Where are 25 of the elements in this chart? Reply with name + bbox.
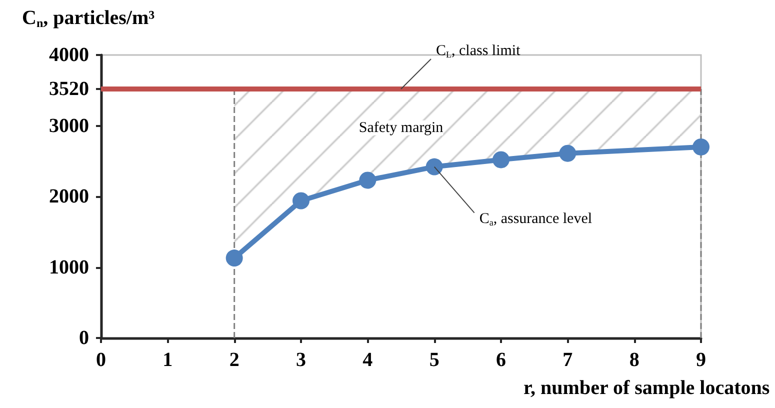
x-tick-label: 5 bbox=[429, 349, 440, 371]
x-tick-label: 3 bbox=[296, 349, 306, 371]
y-tick-label: 3000 bbox=[49, 114, 89, 137]
y-tick-label: 0 bbox=[79, 327, 89, 349]
point bbox=[492, 151, 510, 168]
x-tick-label: 6 bbox=[496, 349, 506, 371]
x-tick-label: 0 bbox=[96, 349, 106, 371]
y-tick-label: 1000 bbox=[49, 256, 89, 278]
annotation: Safety margin bbox=[358, 120, 444, 136]
x-tick-label: 7 bbox=[562, 349, 573, 371]
y-tick-label: 4000 bbox=[49, 44, 89, 66]
point bbox=[226, 250, 243, 267]
x-tick-label: 2 bbox=[229, 349, 240, 371]
point bbox=[559, 144, 576, 162]
x-tick-label: 8 bbox=[629, 349, 640, 371]
point bbox=[292, 192, 310, 210]
x-tick-label: 1 bbox=[162, 349, 173, 371]
y-tick-label: 2000 bbox=[49, 186, 89, 208]
y-tick-label: 3520 bbox=[49, 78, 89, 100]
point bbox=[692, 138, 710, 156]
point bbox=[359, 172, 376, 189]
point bbox=[426, 158, 443, 176]
x-tick-label: 4 bbox=[362, 349, 373, 371]
x-tick-label: 9 bbox=[696, 349, 706, 371]
x-axis-title: r, number of sample locatons bbox=[524, 377, 770, 399]
